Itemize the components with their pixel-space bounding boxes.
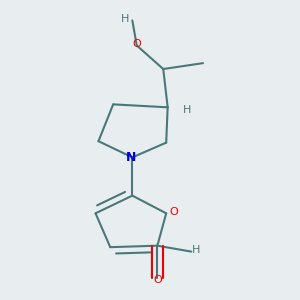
- Text: O: O: [132, 39, 141, 49]
- Text: H: H: [191, 245, 200, 255]
- Text: O: O: [169, 207, 178, 217]
- Text: H: H: [183, 105, 191, 115]
- Text: H: H: [121, 14, 129, 24]
- Text: O: O: [153, 275, 162, 285]
- Text: N: N: [126, 151, 136, 164]
